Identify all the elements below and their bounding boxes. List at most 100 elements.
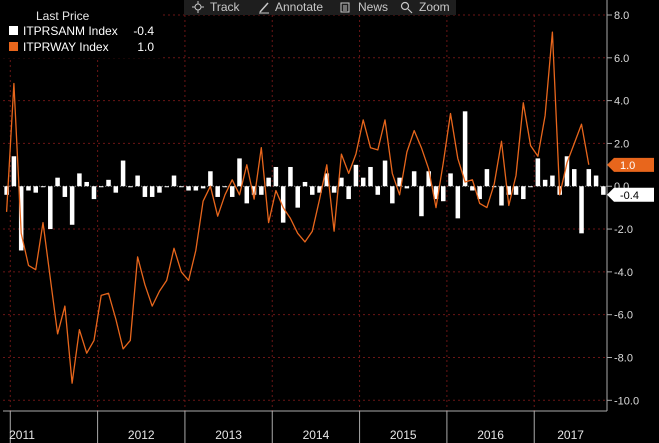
bar — [288, 166, 293, 187]
bar — [346, 186, 351, 200]
x-tick-label: 2014 — [303, 428, 330, 442]
legend-series-value-1: -0.4 — [133, 24, 154, 38]
bar — [521, 186, 526, 200]
bar-series-layer — [4, 111, 606, 251]
bar — [484, 169, 490, 187]
x-tick-label: 2013 — [215, 428, 242, 442]
zoom-button[interactable]: Zoom — [400, 0, 450, 14]
legend-swatch-bar — [9, 26, 18, 35]
bar — [477, 186, 482, 200]
magnifier-icon — [400, 1, 413, 14]
bar — [360, 177, 366, 187]
y-tick-label: -2.0 — [614, 224, 633, 236]
last-value-badge-line-shape — [607, 157, 654, 172]
news-button[interactable]: News — [340, 0, 388, 14]
bar — [390, 186, 395, 204]
legend-series-value-2: 1.0 — [137, 40, 154, 54]
bar — [208, 171, 213, 187]
bar — [506, 186, 512, 195]
bar — [193, 186, 199, 191]
bar — [84, 181, 89, 187]
bar — [229, 186, 235, 197]
bar — [98, 186, 104, 188]
bar — [455, 186, 461, 219]
bar — [411, 171, 417, 187]
bar — [513, 186, 519, 195]
bar — [237, 158, 242, 187]
y-tick-label: -6.0 — [614, 310, 633, 322]
bar — [215, 186, 220, 197]
bar — [11, 156, 17, 187]
bar — [40, 186, 46, 188]
bar — [404, 186, 410, 189]
bar — [157, 186, 162, 193]
bar — [4, 186, 9, 195]
annotate-label: Annotate — [275, 0, 323, 14]
bar — [593, 175, 599, 187]
legend-series-name-2: ITPRWAY Index — [23, 40, 109, 54]
bar — [251, 186, 257, 195]
bar — [528, 186, 533, 188]
bar — [462, 111, 468, 187]
y-tick-label: 2.0 — [614, 138, 629, 150]
bar — [470, 186, 475, 191]
track-label: Track — [210, 0, 241, 14]
y-tick-label: -8.0 — [614, 352, 633, 364]
legend: Last Price ITPRSANM Index -0.4 ITPRWAY I… — [2, 8, 160, 58]
legend-series-name-1: ITPRSANM Index — [23, 24, 118, 38]
bar — [426, 171, 431, 187]
bar — [69, 186, 75, 225]
bar — [26, 186, 31, 191]
bar — [382, 160, 388, 187]
last-value-badge-bar-shape — [607, 187, 654, 202]
bar — [273, 166, 279, 187]
y-tick-label: 4.0 — [614, 96, 629, 108]
bar — [542, 179, 548, 187]
x-tick-label: 2011 — [9, 428, 35, 442]
last-value-badge-line: 1.0 — [607, 157, 654, 172]
x-tick-label: 2016 — [477, 428, 504, 442]
grid-layer — [3, 14, 607, 411]
bar — [280, 186, 286, 223]
bar — [33, 186, 39, 193]
bar — [91, 186, 97, 200]
bar — [441, 186, 446, 202]
bar — [491, 186, 497, 188]
bar — [535, 158, 541, 187]
bar — [222, 186, 228, 188]
axis-layer: 8.06.04.02.00.0-2.0-4.0-6.0-8.0-10.02011… — [3, 0, 639, 443]
bar — [339, 177, 344, 187]
bar — [186, 186, 191, 191]
bar — [295, 186, 300, 208]
bar — [164, 186, 169, 188]
pencil-icon — [259, 2, 269, 14]
chart-toolbar: Track Annotate News Zoom — [184, 0, 456, 15]
bar — [324, 173, 330, 187]
bar — [586, 169, 592, 187]
bar — [499, 186, 504, 206]
bar — [368, 166, 373, 187]
bar — [266, 177, 271, 187]
bar — [171, 175, 177, 187]
y-tick-label: 8.0 — [614, 10, 629, 22]
bar — [259, 186, 264, 195]
bar — [601, 186, 606, 195]
bar — [48, 186, 53, 230]
legend-swatch-line — [9, 42, 18, 51]
y-tick-label: -4.0 — [614, 267, 633, 279]
line-series-layer — [5, 31, 590, 384]
y-tick-label: 6.0 — [614, 53, 629, 65]
bar — [550, 175, 555, 187]
bar — [135, 175, 140, 187]
bar — [244, 186, 250, 204]
bar — [120, 160, 126, 187]
bar — [113, 186, 119, 193]
bar — [149, 186, 155, 197]
bar — [353, 164, 359, 187]
x-tick-label: 2017 — [557, 428, 584, 442]
news-label: News — [358, 0, 388, 14]
track-button[interactable]: Track — [192, 0, 241, 14]
legend-background — [2, 8, 160, 58]
annotate-button[interactable]: Annotate — [259, 0, 323, 14]
